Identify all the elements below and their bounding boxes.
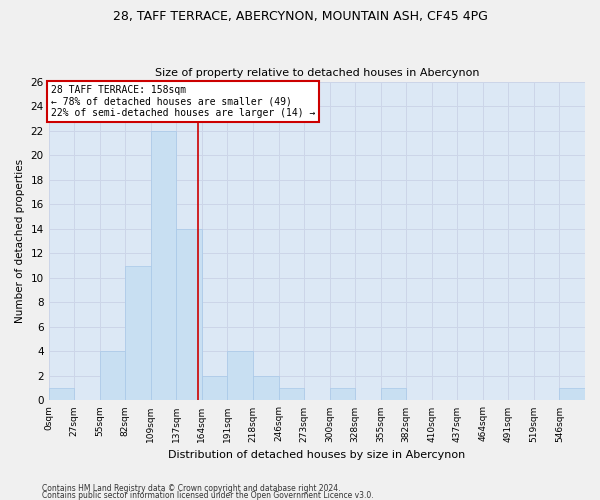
Bar — [278, 388, 304, 400]
Bar — [49, 388, 74, 400]
Bar — [125, 266, 151, 400]
Y-axis label: Number of detached properties: Number of detached properties — [15, 159, 25, 323]
Bar — [559, 388, 585, 400]
Bar — [100, 352, 125, 401]
Bar — [329, 388, 355, 400]
X-axis label: Distribution of detached houses by size in Abercynon: Distribution of detached houses by size … — [168, 450, 466, 460]
Bar — [380, 388, 406, 400]
Bar — [202, 376, 227, 400]
Bar — [253, 376, 278, 400]
Text: 28 TAFF TERRACE: 158sqm
← 78% of detached houses are smaller (49)
22% of semi-de: 28 TAFF TERRACE: 158sqm ← 78% of detache… — [50, 85, 315, 118]
Bar — [176, 228, 202, 400]
Text: Contains HM Land Registry data © Crown copyright and database right 2024.: Contains HM Land Registry data © Crown c… — [42, 484, 341, 493]
Bar — [227, 352, 253, 401]
Title: Size of property relative to detached houses in Abercynon: Size of property relative to detached ho… — [155, 68, 479, 78]
Text: Contains public sector information licensed under the Open Government Licence v3: Contains public sector information licen… — [42, 491, 374, 500]
Bar — [151, 130, 176, 400]
Text: 28, TAFF TERRACE, ABERCYNON, MOUNTAIN ASH, CF45 4PG: 28, TAFF TERRACE, ABERCYNON, MOUNTAIN AS… — [113, 10, 487, 23]
